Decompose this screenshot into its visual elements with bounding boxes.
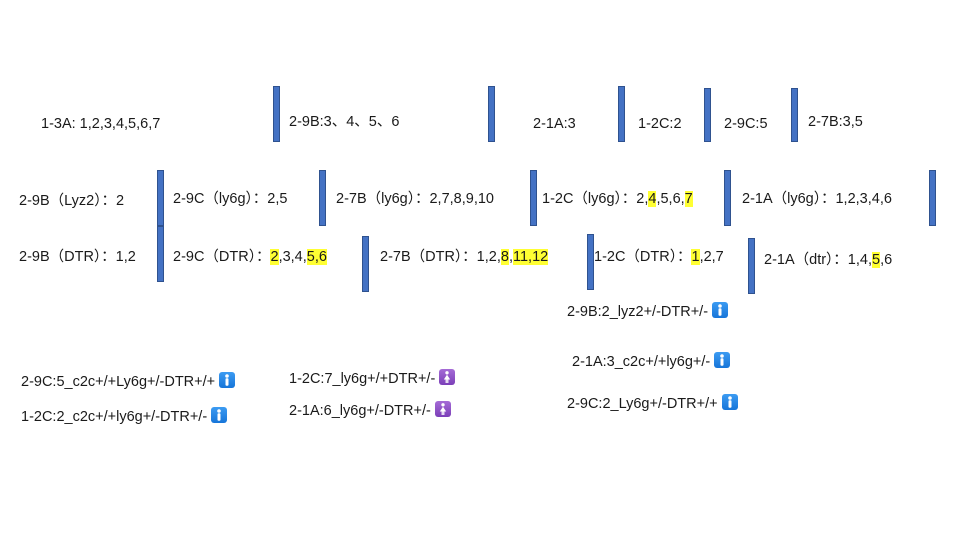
row1-2-7b: 2-7B:3,5 xyxy=(808,114,863,130)
female-sign-icon xyxy=(434,401,451,417)
row3-1-2c-dtr: 1-2C（DTR）：1,2,7 xyxy=(594,249,724,265)
highlight-mark: 1 xyxy=(691,249,700,265)
genotype-2-1a-3: 2-1A:3_c2c+/+ly6g+/- xyxy=(572,352,731,371)
male-sign-icon xyxy=(721,394,738,410)
row2-2-9b-lyz2: 2-9B（Lyz2）：2 xyxy=(19,193,125,209)
row1-1-3a: 1-3A: 1,2,3,4,5,6,7 xyxy=(41,116,161,132)
divider-bar xyxy=(488,86,495,142)
divider-bar xyxy=(791,88,798,142)
row3-2-7b-dtr: 2-7B（DTR）：1,2,8,11,12 xyxy=(380,249,549,265)
highlight-mark: 5 xyxy=(872,252,881,268)
divider-bar xyxy=(319,170,326,226)
divider-bar xyxy=(273,86,280,142)
row2-2-7b-ly6g: 2-7B（ly6g）：2,7,8,9,10 xyxy=(336,191,494,207)
male-sign-icon xyxy=(219,372,236,388)
row1-2-9c: 2-9C:5 xyxy=(724,116,768,132)
highlight-mark: 5,6 xyxy=(306,249,327,265)
genotype-2-9c-5: 2-9C:5_c2c+/+Ly6g+/-DTR+/+ xyxy=(21,372,236,391)
genotype-2-9b-2: 2-9B:2_lyz2+/-DTR+/- xyxy=(567,302,729,321)
male-sign-icon xyxy=(211,407,228,423)
highlight-mark: 2 xyxy=(270,249,279,265)
male-sign-icon xyxy=(714,352,731,368)
row1-1-2c: 1-2C:2 xyxy=(638,116,682,132)
divider-bar xyxy=(724,170,731,226)
row2-1-2c-ly6g: 1-2C（ly6g）：2,4,5,6,7 xyxy=(542,191,693,207)
row3-2-9b-dtr: 2-9B（DTR）：1,2 xyxy=(19,249,136,265)
divider-bar xyxy=(157,170,164,226)
row1-2-1a: 2-1A:3 xyxy=(533,116,576,132)
row2-2-9c-ly6g: 2-9C（ly6g）：2,5 xyxy=(173,191,288,207)
male-sign-icon xyxy=(712,302,729,318)
genotype-2-9c-2: 2-9C:2_Ly6g+/-DTR+/+ xyxy=(567,394,738,413)
highlight-mark: 11,12 xyxy=(512,249,549,265)
row3-2-1a-dtr: 2-1A（dtr）：1,4,5,6 xyxy=(764,252,893,268)
row2-2-1a-ly6g: 2-1A（ly6g）：1,2,3,4,6 xyxy=(742,191,892,207)
divider-bar xyxy=(748,238,755,294)
genotype-2-1a-6: 2-1A:6_ly6g+/-DTR+/- xyxy=(289,401,451,420)
row3-2-9c-dtr: 2-9C（DTR）：2,3,4,5,6 xyxy=(173,249,327,265)
divider-bar xyxy=(618,86,625,142)
divider-bar xyxy=(587,234,594,290)
divider-bar xyxy=(530,170,537,226)
divider-bar xyxy=(929,170,936,226)
row1-2-9b: 2-9B:3、4、5、6 xyxy=(289,114,400,130)
divider-bar xyxy=(157,226,164,282)
genotype-1-2c-2: 1-2C:2_c2c+/+ly6g+/-DTR+/- xyxy=(21,407,228,426)
highlight-mark: 4 xyxy=(648,191,657,207)
highlight-mark: 8 xyxy=(500,249,509,265)
divider-bar xyxy=(704,88,711,142)
genotype-1-2c-7: 1-2C:7_ly6g+/+DTR+/- xyxy=(289,369,456,388)
highlight-mark: 7 xyxy=(684,191,693,207)
divider-bar xyxy=(362,236,369,292)
female-sign-icon xyxy=(439,369,456,385)
